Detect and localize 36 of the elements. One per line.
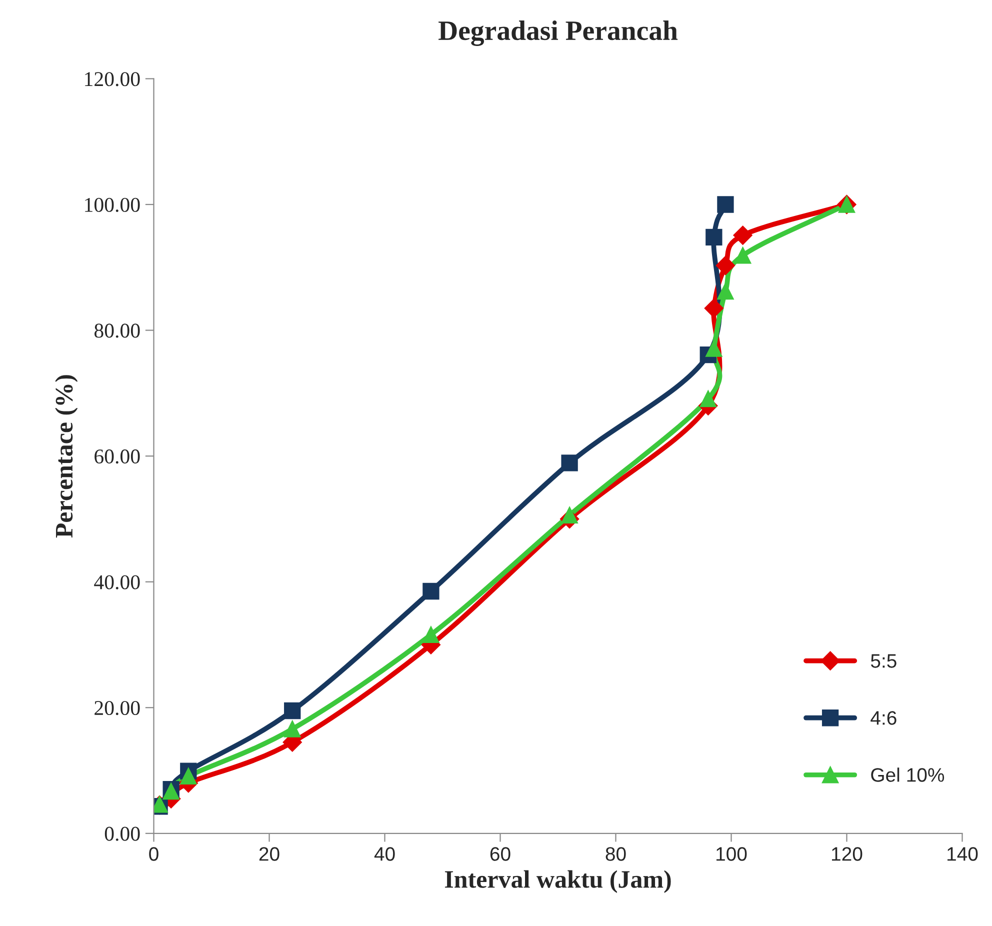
y-tick-label: 0.00 xyxy=(104,826,140,841)
chart-title: Degradasi Perancah xyxy=(438,20,678,46)
y-axis-title: Percentace (%) xyxy=(55,375,78,538)
point xyxy=(422,626,440,643)
point xyxy=(704,298,724,318)
point xyxy=(284,702,301,720)
x-tick-label: 20 xyxy=(259,847,280,861)
point xyxy=(561,454,578,472)
x-tick-label: 60 xyxy=(490,847,510,861)
point xyxy=(733,226,752,245)
x-tick-label: 80 xyxy=(606,847,626,861)
point xyxy=(706,228,722,246)
x-tick-label: 100 xyxy=(716,847,747,861)
legend-label: Gel 10% xyxy=(871,768,944,782)
x-tick-label: 120 xyxy=(832,847,862,861)
point xyxy=(706,340,722,357)
y-tick-label: 80.00 xyxy=(94,324,140,338)
point xyxy=(180,768,197,785)
point xyxy=(717,282,734,300)
y-tick-label: 20.00 xyxy=(94,700,140,716)
x-tick-label: 140 xyxy=(948,847,978,861)
y-tick-label: 120.00 xyxy=(85,72,140,86)
x-tick-label: 40 xyxy=(374,847,395,861)
legend-label: 4:6 xyxy=(870,711,896,725)
point xyxy=(422,582,440,600)
x-tick-label: 0 xyxy=(149,847,158,861)
legend-label: 5:5 xyxy=(870,654,896,668)
point xyxy=(284,720,301,738)
point xyxy=(717,196,734,213)
x-axis-title: Interval waktu (Jam) xyxy=(444,870,671,893)
y-tick-label: 60.00 xyxy=(94,449,140,464)
y-tick-label: 40.00 xyxy=(94,575,140,590)
y-tick-label: 100.00 xyxy=(85,198,140,212)
point xyxy=(700,390,716,408)
point xyxy=(561,506,578,524)
point xyxy=(716,256,736,276)
